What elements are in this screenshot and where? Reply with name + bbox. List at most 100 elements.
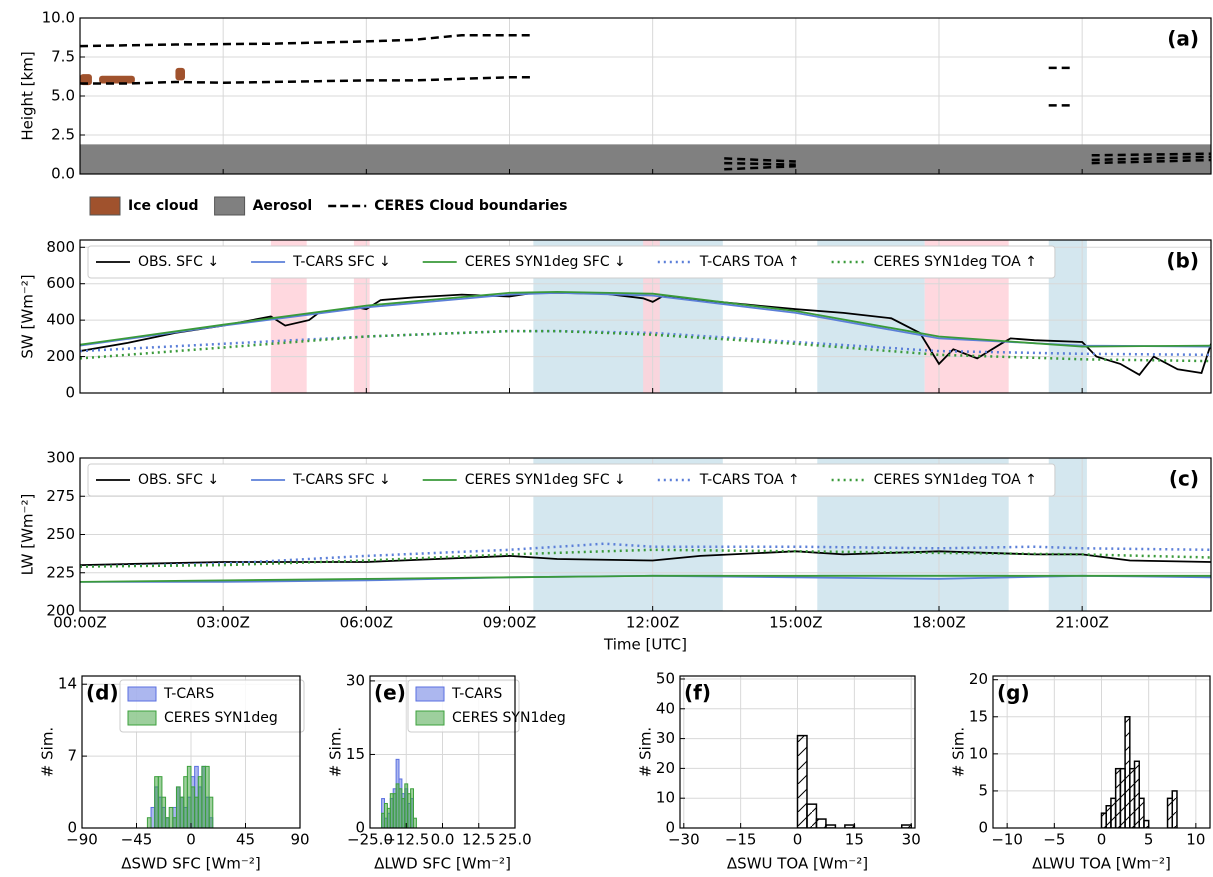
x-tick-label: −45 — [121, 831, 153, 849]
x-tick-label: −5 — [1043, 831, 1065, 849]
x-tick-label: 25.0 — [498, 831, 531, 849]
y-tick-label: 200 — [46, 602, 75, 620]
histogram-bar — [168, 806, 174, 828]
aerosol-layer — [80, 144, 1211, 174]
x-tick-label: 12.5 — [462, 831, 495, 849]
panel: 0 10 20 30 40 50 −30 −15 0 15 30 ΔSWU TOA [Wm⁻²] # S… — [637, 669, 921, 872]
legend-swatch — [415, 686, 445, 702]
legend: OBS. SFC ↓ T-CARS SFC ↓ CERES SYN1deg SFC … — [87, 245, 1056, 279]
histogram-bar — [175, 786, 181, 828]
x-tick-label: 09:00Z — [483, 614, 537, 632]
panel: 0 200 400 600 800 SW [Wm⁻²] OBS. SFC ↓ T-CARS S… — [19, 238, 1212, 402]
axes-frame — [992, 675, 1211, 829]
legend-label: Ice cloud — [128, 198, 199, 214]
y-tick-label: 225 — [46, 563, 75, 581]
histogram-bar — [157, 776, 163, 828]
y-tick-label: 0.0 — [51, 165, 75, 183]
y-tick-label: 5.0 — [51, 87, 75, 105]
legend-swatch — [214, 196, 246, 216]
y-tick-label: 5 — [978, 781, 988, 799]
legend-box — [87, 245, 1056, 279]
legend-label: T-CARS — [163, 686, 214, 702]
y-tick-label: 250 — [46, 525, 75, 543]
legend: T-CARS CERES SYN1deg — [119, 679, 305, 733]
panel-label: (d) — [86, 681, 119, 705]
histogram-bar — [796, 734, 808, 828]
x-tick-label: −15 — [725, 831, 757, 849]
x-tick-label: −10 — [991, 831, 1023, 849]
axes-frame — [79, 239, 1212, 394]
x-tick-label: 0 — [1097, 831, 1107, 849]
histogram-bar — [183, 776, 188, 828]
y-axis-label: SW [Wm⁻²] — [19, 274, 37, 358]
y-tick-label: 7 — [67, 747, 77, 765]
y-tick-label: 300 — [46, 449, 75, 467]
x-tick-label: 0 — [186, 831, 196, 849]
panel-label: (f) — [684, 681, 711, 705]
series-line — [80, 290, 1211, 348]
histogram-bar — [815, 818, 827, 828]
y-tick-label: 20 — [969, 670, 988, 688]
panel: 0 5 10 15 20 −10 −5 0 5 10 ΔLWU TOA [Wm⁻²] # Sim. (g… — [950, 670, 1211, 873]
y-tick-label: 400 — [46, 311, 75, 329]
axes-frame — [79, 17, 1212, 175]
x-tick-label: 12:00Z — [626, 614, 680, 632]
histogram-bar — [201, 765, 207, 828]
y-tick-label: 0 — [67, 819, 77, 837]
x-axis-label: ΔSWD SFC [Wm⁻²] — [121, 855, 260, 873]
y-tick-label: 200 — [46, 347, 75, 365]
histogram-bar — [205, 765, 210, 828]
x-tick-label: 00:00Z — [53, 614, 107, 632]
histogram-bar — [179, 796, 185, 828]
axes-frame — [679, 675, 916, 829]
series-line — [80, 548, 1211, 568]
x-axis-label: Time [UTC] — [603, 636, 687, 654]
cloud-boundary — [80, 76, 534, 85]
plot-area — [80, 18, 1211, 174]
y-tick-label: 10.0 — [42, 9, 75, 27]
cloud-boundary — [724, 161, 796, 166]
x-tick-label: 15 — [845, 831, 864, 849]
y-tick-label: 600 — [46, 274, 75, 292]
axes-frame — [81, 675, 301, 829]
histogram-bar — [172, 817, 177, 828]
ice-cloud — [99, 75, 135, 84]
histogram-bar — [161, 796, 167, 828]
y-tick-label: 7.5 — [51, 48, 75, 66]
legend-label: T-CARS SFC ↓ — [292, 254, 391, 270]
legend-label: Aerosol — [253, 198, 313, 214]
legend: OBS. SFC ↓ T-CARS SFC ↓ CERES SYN1deg SFC … — [87, 463, 1056, 497]
legend-label: T-CARS TOA ↑ — [699, 254, 800, 270]
x-tick-label: −90 — [66, 831, 98, 849]
panel: 200 225 250 275 300 00:00Z 03:00Z 06:00Z 09:00Z 1… — [19, 449, 1212, 654]
y-axis-label: Height [km] — [19, 51, 37, 140]
histogram-bar — [150, 806, 156, 828]
histogram-bar — [1143, 819, 1150, 828]
panel: 0 15 30 −25.0−12.5 0.0 12.5 25.0 ΔLWD SFC [Wm⁻²… — [327, 671, 566, 872]
x-tick-label: 15:00Z — [769, 614, 823, 632]
y-tick-label: 15 — [346, 745, 365, 763]
x-tick-label: −30 — [668, 831, 700, 849]
panel: 0.0 2.5 5.0 7.5 10.0 Height [km] Ice cloud Aero… — [19, 9, 1212, 216]
legend-swatch — [415, 710, 445, 726]
x-tick-label: 30 — [902, 831, 921, 849]
y-tick-label: 800 — [46, 238, 75, 256]
x-tick-label: 18:00Z — [912, 614, 966, 632]
legend-label: T-CARS SFC ↓ — [292, 472, 391, 488]
y-tick-label: 0 — [355, 819, 365, 837]
histogram-bar — [413, 817, 417, 828]
y-tick-label: 2.5 — [51, 126, 75, 144]
histogram-bar — [1133, 760, 1140, 828]
histogram-bar — [190, 786, 196, 828]
x-tick-label: 06:00Z — [340, 614, 394, 632]
y-axis-label: # Sim. — [39, 727, 57, 777]
legend-swatch — [89, 196, 121, 216]
x-tick-label: 5 — [1144, 831, 1154, 849]
x-tick-label: 03:00Z — [196, 614, 250, 632]
y-tick-label: 0 — [665, 819, 675, 837]
y-tick-label: 10 — [656, 789, 675, 807]
series-line — [80, 574, 1211, 583]
plot-area — [680, 676, 915, 828]
legend-label: OBS. SFC ↓ — [138, 254, 219, 270]
legend-label: OBS. SFC ↓ — [138, 472, 219, 488]
